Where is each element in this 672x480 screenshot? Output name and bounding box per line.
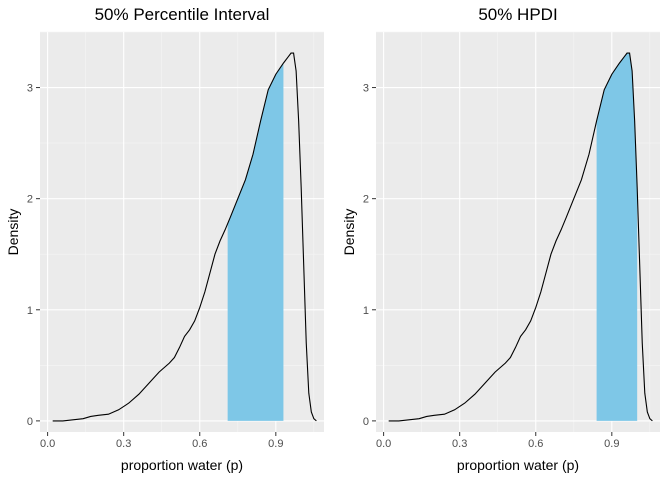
y-tick-label: 1 xyxy=(27,305,33,317)
interval-area xyxy=(227,63,284,421)
x-axis-title: proportion water (p) xyxy=(457,457,579,473)
x-tick-label: 0.9 xyxy=(268,438,283,450)
y-tick-label: 0 xyxy=(363,416,369,428)
x-tick-label: 0.9 xyxy=(604,438,619,450)
panel-title: 50% HPDI xyxy=(478,5,557,24)
x-tick-label: 0.0 xyxy=(40,438,55,450)
y-axis-title: Density xyxy=(5,209,21,256)
density-line xyxy=(388,52,653,422)
y-tick-label: 3 xyxy=(27,83,33,95)
y-tick-label: 1 xyxy=(363,305,369,317)
panel-percentile-interval: 0.0 0.3 0.6 0.9 0 1 2 3 50% Percentile Interval p… xyxy=(5,5,324,473)
interval-area xyxy=(596,53,638,421)
y-tick-label: 2 xyxy=(27,194,33,206)
panel-title: 50% Percentile Interval xyxy=(95,5,270,24)
x-tick-label: 0.6 xyxy=(192,438,207,450)
y-tick-label: 3 xyxy=(363,83,369,95)
density-line xyxy=(52,52,317,422)
y-axis-title: Density xyxy=(341,209,357,256)
panel-hpdi: 0.0 0.3 0.6 0.9 0 1 2 3 50% HPDI proportion water… xyxy=(341,5,660,473)
x-tick-label: 0.6 xyxy=(528,438,543,450)
y-tick-label: 2 xyxy=(363,194,369,206)
x-tick-label: 0.3 xyxy=(116,438,131,450)
x-tick-label: 0.3 xyxy=(452,438,467,450)
x-tick-label: 0.0 xyxy=(376,438,391,450)
x-axis-title: proportion water (p) xyxy=(121,457,243,473)
y-tick-label: 0 xyxy=(27,416,33,428)
